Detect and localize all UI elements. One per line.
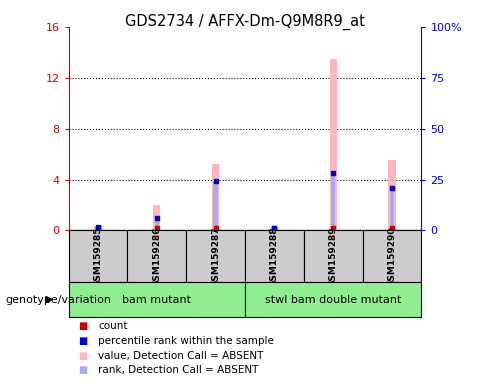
Text: stwl bam double mutant: stwl bam double mutant: [265, 295, 401, 305]
Text: GSM159286: GSM159286: [152, 226, 161, 286]
Text: GSM159287: GSM159287: [211, 226, 220, 286]
Text: ■: ■: [78, 351, 88, 361]
Bar: [272, 228, 276, 230]
Bar: [304, 230, 363, 282]
Bar: [331, 173, 335, 230]
Bar: [69, 282, 245, 317]
Text: GSM159289: GSM159289: [329, 226, 338, 286]
Text: GSM159290: GSM159290: [388, 226, 396, 286]
Bar: [214, 181, 218, 230]
Bar: [330, 59, 337, 230]
Bar: [245, 230, 304, 282]
Bar: [153, 205, 160, 230]
Text: GSM159288: GSM159288: [270, 226, 279, 286]
Bar: [127, 230, 186, 282]
Bar: [390, 189, 394, 230]
Text: ■: ■: [78, 336, 88, 346]
Bar: [245, 282, 421, 317]
Bar: [69, 230, 127, 282]
Text: bam mutant: bam mutant: [122, 295, 191, 305]
Text: count: count: [98, 321, 127, 331]
Bar: [96, 227, 100, 230]
Bar: [212, 164, 219, 230]
Text: value, Detection Call = ABSENT: value, Detection Call = ABSENT: [98, 351, 264, 361]
Bar: [186, 230, 245, 282]
Text: ■: ■: [78, 321, 88, 331]
Text: genotype/variation: genotype/variation: [5, 295, 111, 305]
Text: GSM159285: GSM159285: [94, 226, 102, 286]
Bar: [271, 227, 278, 230]
Bar: [363, 230, 421, 282]
Text: ■: ■: [78, 365, 88, 375]
Text: GDS2734 / AFFX-Dm-Q9M8R9_at: GDS2734 / AFFX-Dm-Q9M8R9_at: [125, 13, 365, 30]
Text: percentile rank within the sample: percentile rank within the sample: [98, 336, 274, 346]
Bar: [389, 161, 395, 230]
Bar: [95, 225, 101, 230]
Text: rank, Detection Call = ABSENT: rank, Detection Call = ABSENT: [98, 365, 258, 375]
Bar: [155, 218, 159, 230]
